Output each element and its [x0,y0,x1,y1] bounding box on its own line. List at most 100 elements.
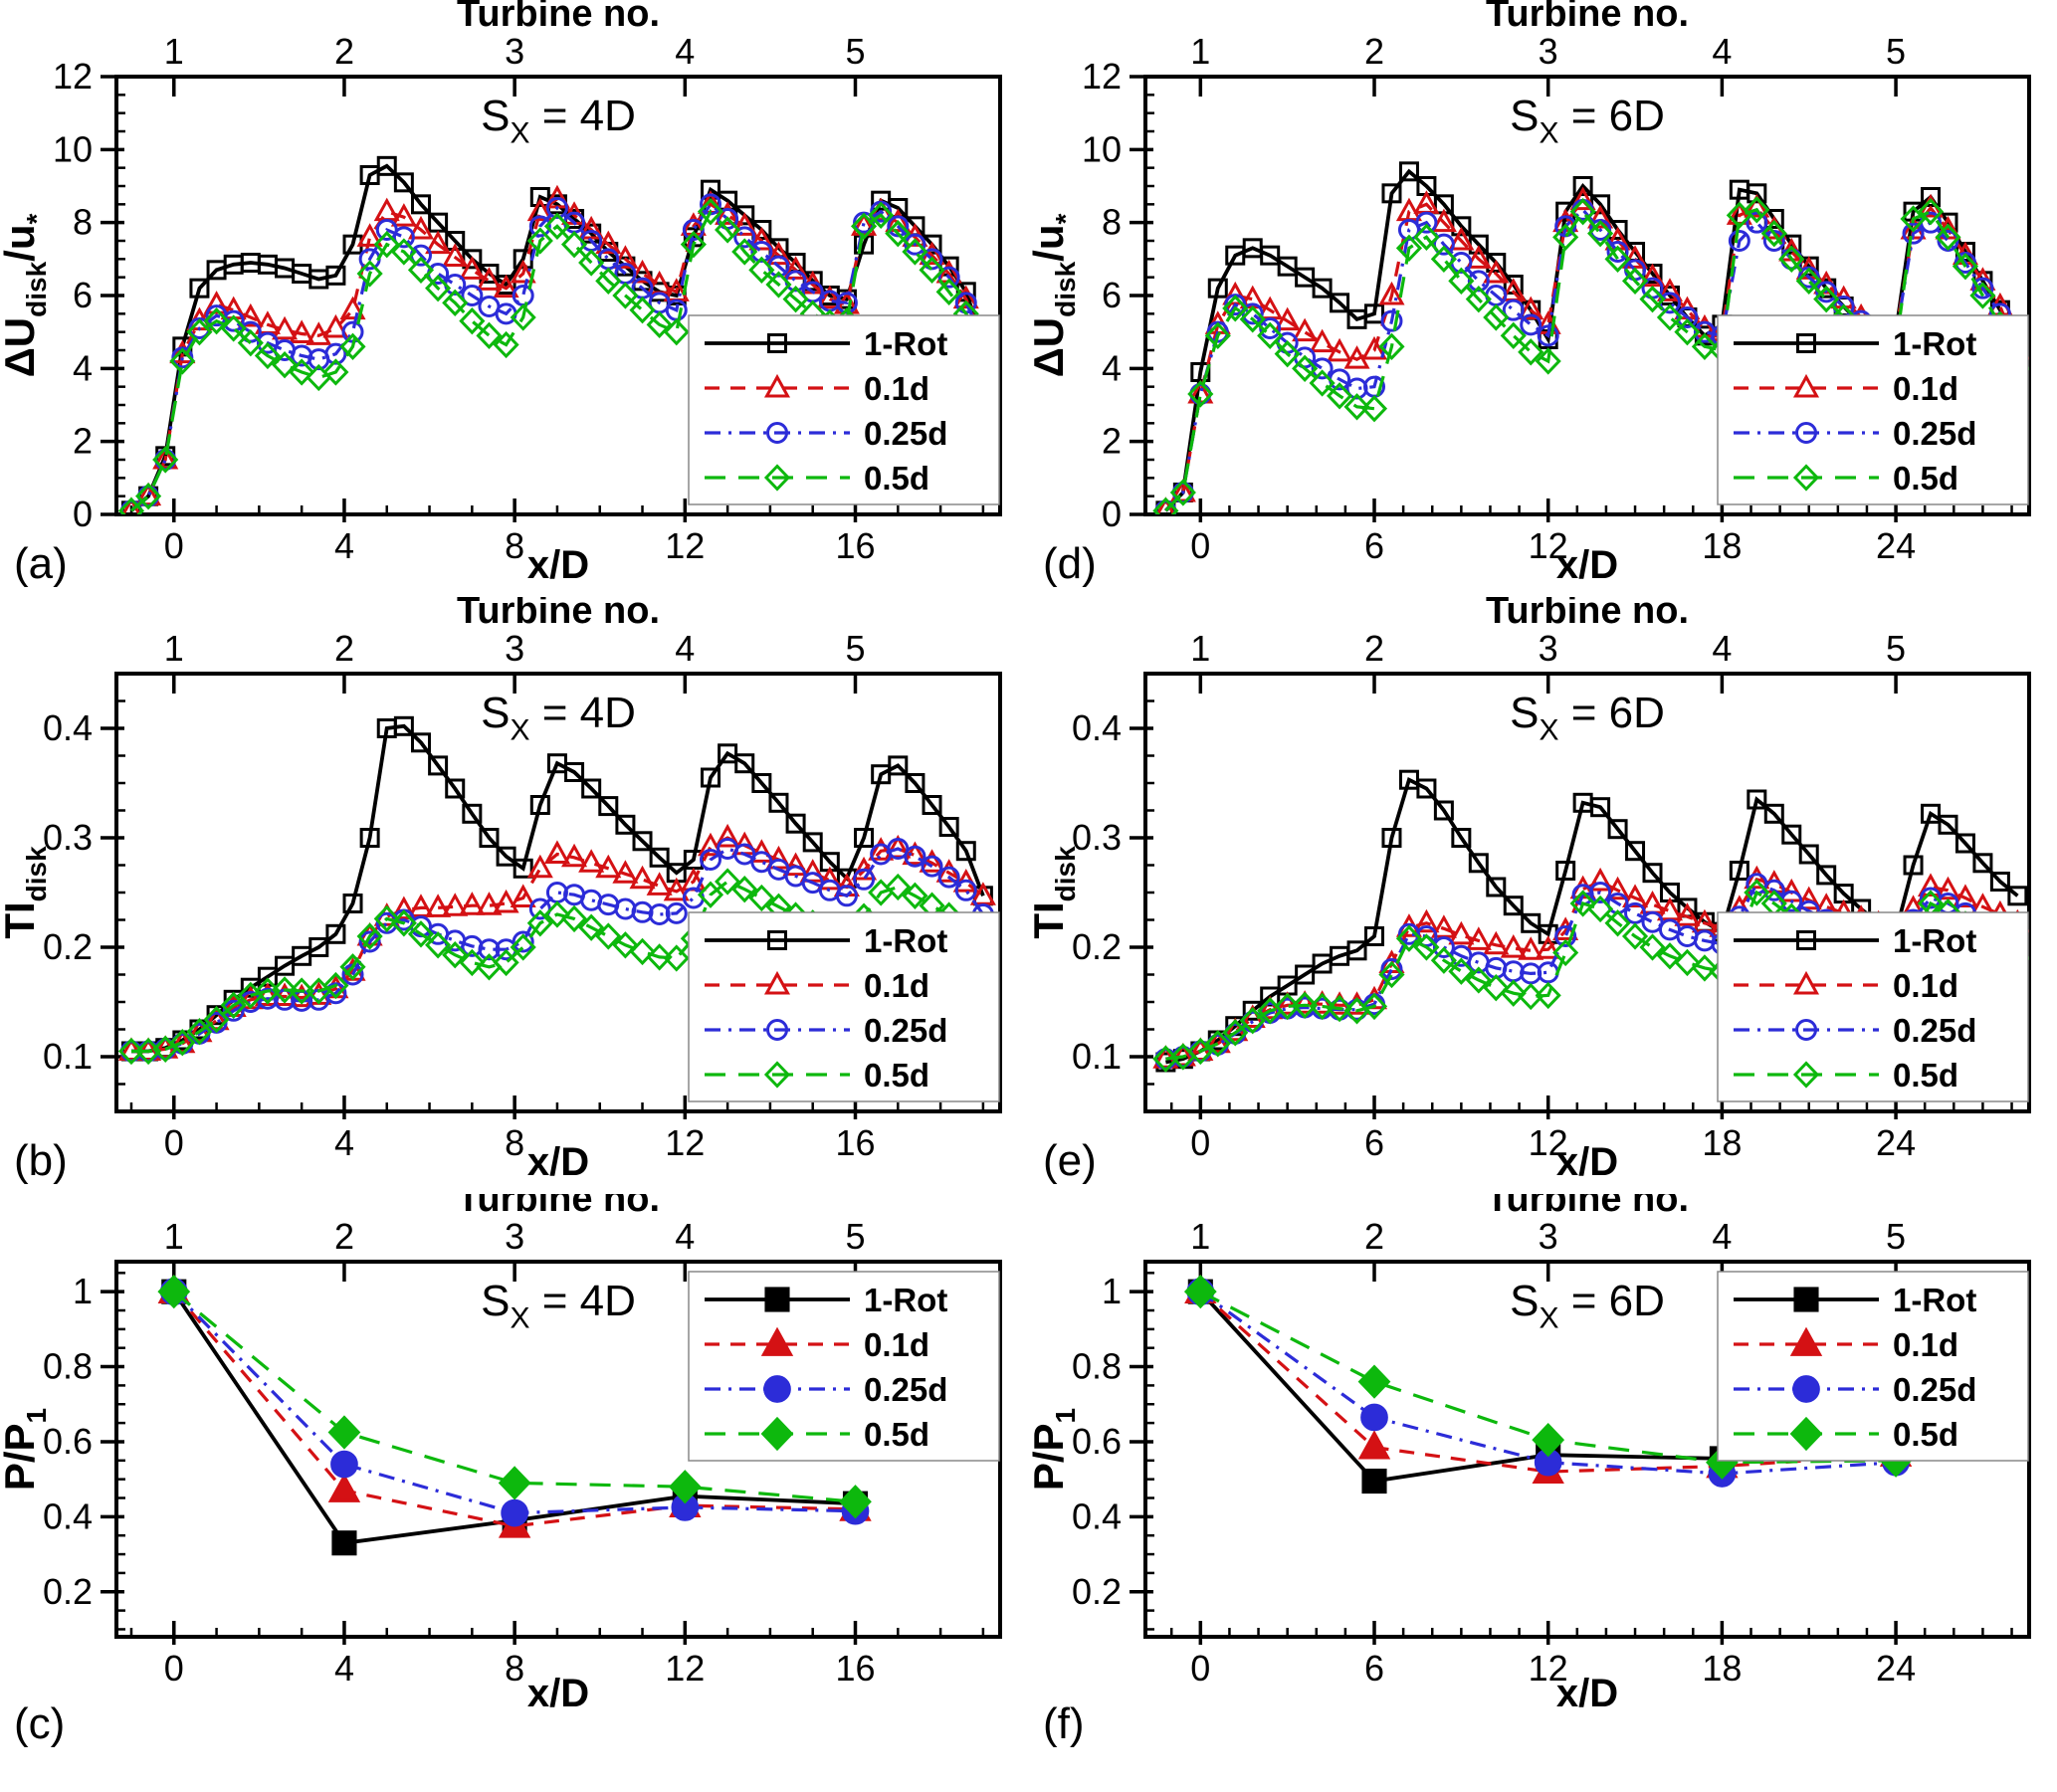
triangle-marker [459,892,486,915]
panel-title: SX = 4D [481,689,636,747]
legend-box [1717,911,2029,1102]
square-marker [1921,803,1942,824]
diamond-marker [578,249,605,277]
legend-label: 0.5d [864,460,929,497]
circle-marker [835,885,858,907]
y-tick-label: 0.3 [43,817,93,858]
x-tick-label: 0 [164,1122,184,1163]
circle-marker [1795,1019,1817,1041]
triangle-marker [561,843,588,868]
square-marker [581,778,602,799]
diamond-marker [560,904,588,933]
diamond-marker [1674,948,1701,977]
triangle-marker [1500,933,1527,958]
diamond-marker [765,271,792,299]
top-axis-label: Turbine no. [1486,1194,1689,1220]
panel-a: 0 4 8 12 16 0 2 4 6 8 10 12 1 2 3 4 5 1-Rot 0.1d 0.25d 0.5d T… [0,0,1028,597]
diamond-marker [885,873,912,901]
diamond-marker [1917,197,1945,226]
series-0.5d [1152,196,2029,514]
panel-f-chart: 0 6 12 18 240.20.40.60.811 2 3 4 51-Rot0.1d0.25d… [1029,1194,2057,1792]
diamond-marker [1552,938,1579,967]
circle-marker [631,900,654,923]
triangle-marker [868,837,895,861]
triangle-marker [1621,245,1649,269]
triangle-marker [799,859,826,883]
y-tick-label: 0.8 [1072,1346,1122,1387]
square-marker [1364,303,1385,324]
turbine-number: 5 [1886,1216,1906,1257]
y-tick-label: 1 [73,1271,93,1311]
square-marker [854,828,875,848]
x-tick-label: 8 [505,1648,524,1689]
panel-c: 0 4 8 12 16 0.2 0.4 0.6 0.8 1 1 2 3 4 5 1-Rot 0.1d 0.25d 0… [0,1194,1028,1792]
panel-e: 0 6 12 18 24 0.1 0.2 0.3 0.4 1 2 3 4 5 1-Rot 0.1d 0.25d 0… [1029,597,2057,1194]
circle-marker [699,849,721,871]
legend: 1-Rot 0.1d 0.25d 0.5d [688,314,1000,505]
y-tick-label: 0.4 [1072,707,1122,748]
triangle-marker [1292,990,1319,1014]
diamond-marker [220,991,247,1019]
triangle-marker [526,854,553,879]
triangle-marker [1309,328,1336,353]
diamond-marker [169,1029,196,1057]
turbine-number: 4 [675,1216,695,1257]
legend-box [688,911,1000,1102]
circle-marker [528,215,551,238]
legend-label: 1-Rot [864,1282,947,1318]
diamond-marker [1326,994,1353,1023]
circle-marker [512,930,534,953]
square-marker [649,847,670,868]
top-axis-label: Turbine no. [457,0,660,35]
x-tick-label: 6 [1364,1648,1384,1689]
plot-border [1143,75,2031,516]
square-marker [1381,183,1402,204]
diamond-marker [1500,321,1527,350]
diamond-marker [595,267,622,296]
legend-label: 0.1d [1893,967,1958,1004]
legend-label: 0.25d [1893,415,1976,452]
square-marker [189,278,210,299]
triangle-marker [237,302,264,327]
x-axis-label: x/D [1556,1672,1618,1715]
square-marker [1747,183,1767,204]
diamond-marker [1691,332,1718,361]
circle-marker [766,422,788,444]
triangle-marker [203,1006,230,1031]
circle-marker [853,868,876,891]
triangle-marker [1952,884,1978,907]
panel-b-chart: 0 4 8 12 160.10.20.30.41 2 3 4 51-Rot0.1d0.25d0.… [0,597,1028,1194]
square-marker [325,923,346,944]
x-tick-label: 12 [665,525,705,566]
circle-marker [648,903,671,925]
turbine-number: 2 [334,628,354,669]
diamond-marker [152,446,179,474]
diamond-marker [1326,382,1353,410]
panel-c-chart: 0 4 8 12 160.20.40.60.811 2 3 4 51-Rot0.1d0.25d0… [0,1194,1028,1792]
legend-box [688,1271,1000,1462]
x-axis-label: x/D [1556,543,1618,587]
triangle-marker [1789,1326,1823,1356]
y-tick-label: 8 [73,202,93,243]
triangle-marker [1274,306,1301,331]
circle-marker [1971,277,1994,299]
diamond-marker [339,332,366,361]
diamond-marker [1674,317,1701,346]
triangle-marker [885,208,912,233]
square-marker [1381,828,1402,848]
y-tick-label: 0 [73,494,93,534]
diamond-marker [850,212,878,241]
triangle-marker [1292,317,1319,342]
diamond-marker [1792,1061,1820,1089]
series-line [1164,207,2019,512]
diamond-marker [612,282,639,309]
diamond-marker [186,1018,213,1046]
triangle-marker [425,230,452,255]
square-marker [393,172,414,193]
diamond-marker [646,943,673,971]
legend-label: 0.25d [864,415,947,452]
circle-marker [1728,230,1750,252]
diamond-marker [1430,946,1457,974]
triangle-marker [1309,990,1336,1014]
